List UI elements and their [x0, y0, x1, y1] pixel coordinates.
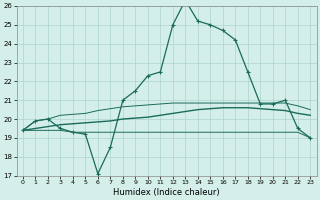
X-axis label: Humidex (Indice chaleur): Humidex (Indice chaleur)	[113, 188, 220, 197]
